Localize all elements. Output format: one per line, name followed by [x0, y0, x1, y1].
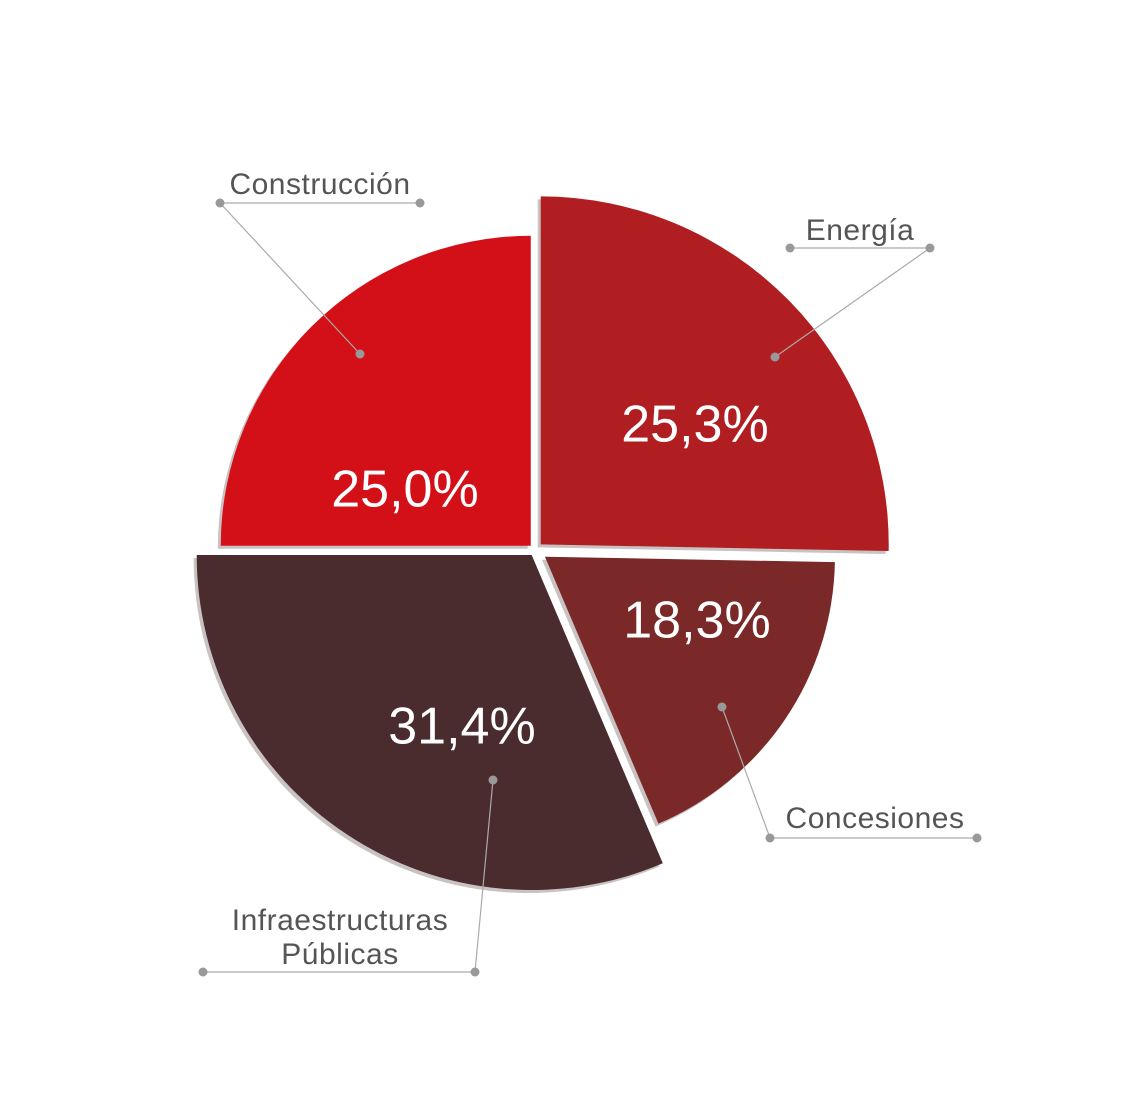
leader-dot: [215, 198, 225, 208]
slice: [220, 235, 531, 546]
leader-dot: [972, 833, 982, 843]
leader-line: [721, 706, 771, 839]
slice: [544, 556, 835, 824]
leader-dot: [785, 243, 795, 253]
category-label: Energía: [805, 214, 915, 247]
leader-dot: [717, 702, 727, 712]
leader-dot: [488, 775, 498, 785]
category-label: Concesiones: [785, 802, 965, 835]
value-label: 25,0%: [331, 461, 478, 519]
category-label: Construcción: [229, 168, 411, 201]
leader-line: [474, 779, 494, 973]
leader-line: [774, 247, 931, 358]
leader-dot: [765, 833, 775, 843]
category-label: Infraestructuras Públicas: [231, 904, 449, 971]
value-label: 31,4%: [388, 698, 535, 756]
slice: [196, 555, 663, 891]
leader-dot: [355, 349, 365, 359]
slice: [540, 196, 889, 551]
leader-dot: [925, 243, 935, 253]
leader-dot: [770, 352, 780, 362]
value-label: 18,3%: [623, 592, 770, 650]
leader-dot: [470, 967, 480, 977]
leader-dot: [198, 967, 208, 977]
leader-line: [219, 202, 361, 355]
value-label: 25,3%: [621, 396, 768, 454]
leader-dot: [415, 198, 425, 208]
